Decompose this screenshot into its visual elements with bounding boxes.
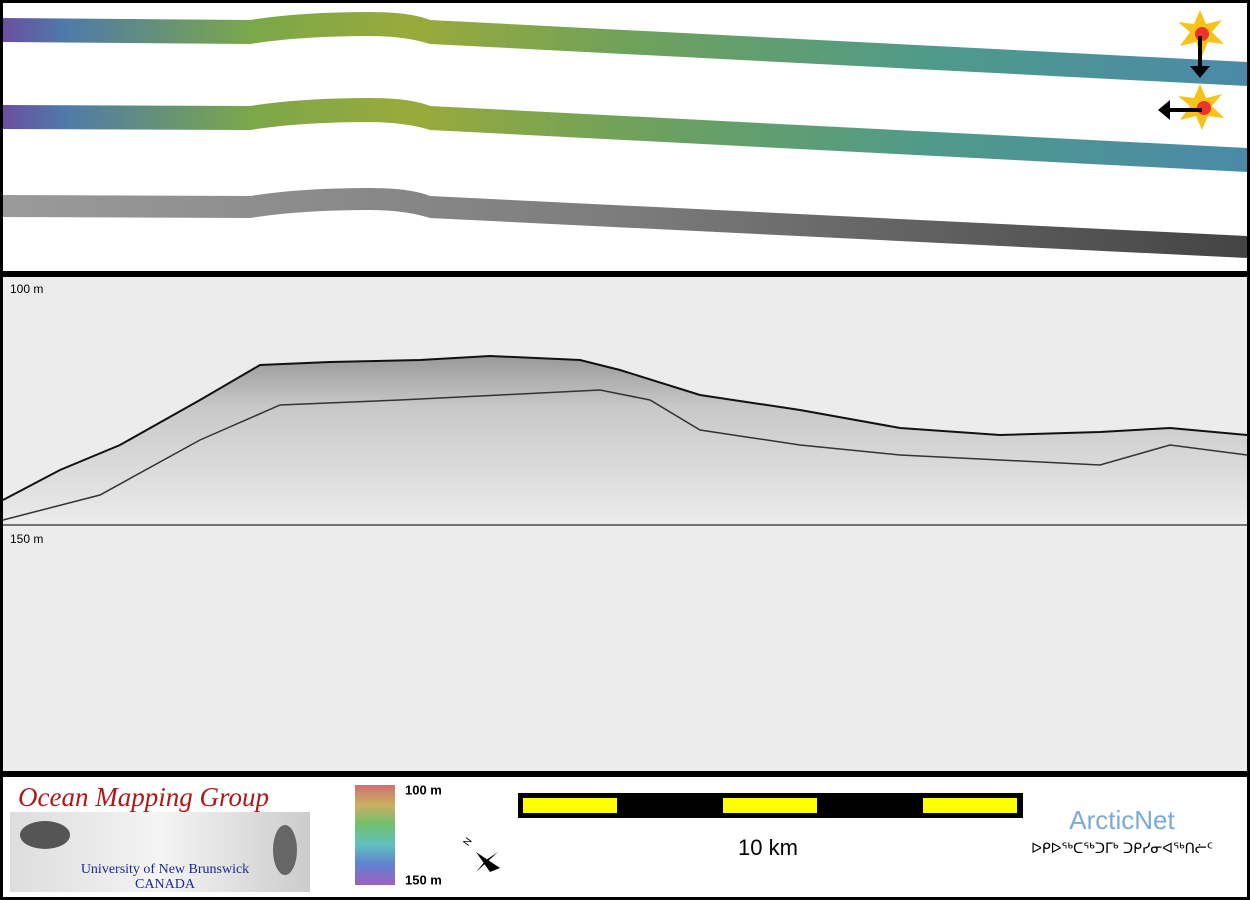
swath-strip (3, 98, 1247, 172)
logo-country: CANADA (135, 877, 196, 892)
logo-university: University of New Brunswick (81, 862, 249, 877)
seafloor-reflector (2, 354, 1248, 501)
scale-label: 10 km (738, 835, 798, 860)
colorbar-label: 150 m (405, 872, 442, 887)
partner-syllabics: ᐅᑭᐅᖅᑕᖅᑐᒥᒃ ᑐᑭᓯᓂᐊᖅᑎᓖᑦ (1031, 841, 1213, 857)
subbottom-reflector (2, 389, 1248, 521)
depth-label: 150 m (10, 532, 43, 546)
colorbar-label: 100 m (405, 782, 442, 797)
swath-strip (3, 12, 1247, 86)
sun-icon (1158, 10, 1224, 130)
backscatter-strip (3, 188, 1247, 258)
depth-label: 100 m (10, 282, 43, 296)
logo-title: Ocean Mapping Group (18, 782, 269, 812)
logo-image (20, 821, 70, 849)
logo-image (273, 825, 297, 875)
partner-name: ArcticNet (1069, 805, 1175, 835)
sediment (3, 356, 1247, 525)
scale-bar (518, 793, 1023, 818)
colorbar (355, 785, 395, 885)
